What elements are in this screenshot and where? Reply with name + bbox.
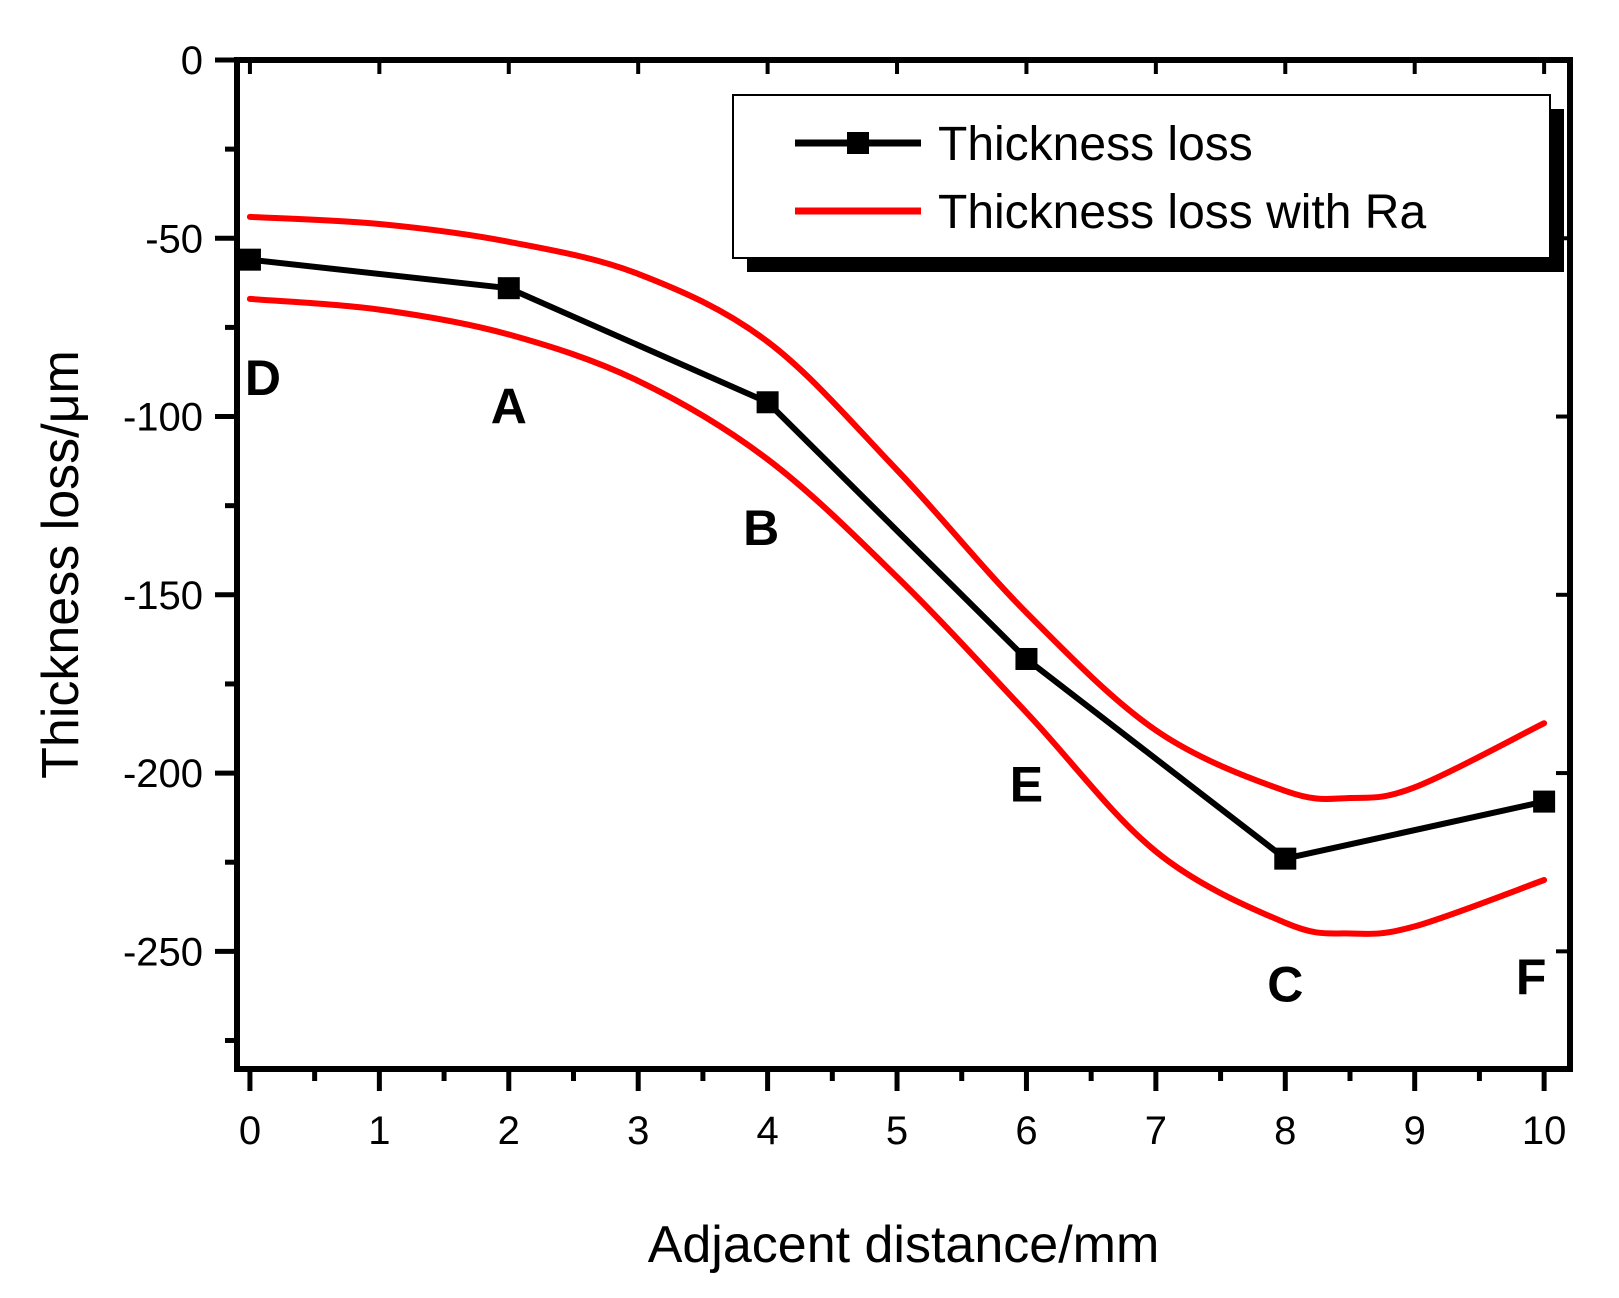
data-point-marker bbox=[238, 248, 261, 271]
legend-box bbox=[732, 94, 1551, 259]
x-tick-label: 2 bbox=[498, 1109, 520, 1153]
legend-items: Thickness loss Thickness loss with Ra bbox=[795, 118, 1426, 239]
y-tick-label: 0 bbox=[181, 39, 203, 83]
x-tick-label: 4 bbox=[756, 1109, 778, 1153]
x-tick-label: 9 bbox=[1404, 1109, 1426, 1153]
legend-swatch-marker bbox=[847, 132, 869, 154]
axis-ticks: 0 1 2 3 4 5 6 7 8 9 10 0 -50 -100 -150 -200 -250 bbox=[123, 39, 1570, 1153]
x-tick-label: 7 bbox=[1145, 1109, 1167, 1153]
legend-label: Thickness loss bbox=[938, 118, 1253, 171]
point-label-d: D bbox=[245, 350, 281, 406]
point-label-f: F bbox=[1516, 949, 1547, 1005]
data-point-marker bbox=[1533, 790, 1556, 813]
y-tick-label: -150 bbox=[123, 574, 203, 618]
y-tick-label: -200 bbox=[123, 752, 203, 796]
data-point-marker bbox=[497, 277, 520, 300]
y-tick-label: -100 bbox=[123, 396, 203, 440]
point-label-c: C bbox=[1267, 956, 1303, 1012]
x-tick-label: 8 bbox=[1274, 1109, 1296, 1153]
y-tick-label: -50 bbox=[145, 217, 203, 261]
point-label-e: E bbox=[1010, 757, 1043, 813]
plot-frame bbox=[234, 57, 1573, 1072]
legend: Thickness loss Thickness loss with Ra bbox=[732, 94, 1564, 272]
data-point-marker bbox=[1274, 847, 1297, 870]
annotations: D A B E C F bbox=[245, 350, 1547, 1012]
point-label-b: B bbox=[743, 500, 779, 556]
series-lines bbox=[238, 213, 1556, 937]
x-tick-label: 0 bbox=[239, 1109, 261, 1153]
legend-label: Thickness loss with Ra bbox=[938, 186, 1426, 239]
series-thickness-loss-line bbox=[249, 256, 1545, 862]
x-tick-label: 5 bbox=[886, 1109, 908, 1153]
x-tick-label: 1 bbox=[368, 1109, 390, 1153]
y-tick-label: -250 bbox=[123, 930, 203, 974]
y-axis-title: Thickness loss/μm bbox=[32, 350, 90, 779]
x-axis-title: Adjacent distance/mm bbox=[648, 1216, 1160, 1274]
point-label-a: A bbox=[491, 379, 527, 435]
x-tick-label: 3 bbox=[627, 1109, 649, 1153]
data-point-marker bbox=[756, 391, 779, 414]
x-tick-label: 6 bbox=[1015, 1109, 1037, 1153]
data-point-marker bbox=[1015, 647, 1038, 670]
x-tick-label: 10 bbox=[1522, 1109, 1567, 1153]
series-ra-bound-curve bbox=[246, 295, 1548, 937]
series-ra-bound-curve bbox=[246, 213, 1548, 803]
